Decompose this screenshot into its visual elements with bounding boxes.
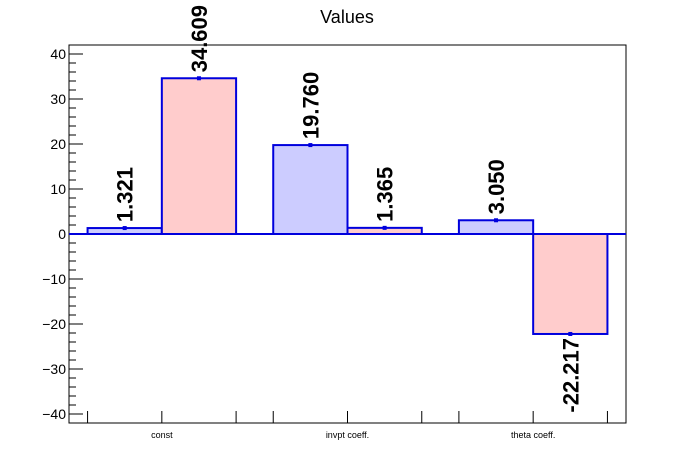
error-marker (308, 143, 313, 148)
x-category-label: theta coeff. (511, 430, 555, 440)
y-tick-label: 30 (50, 91, 66, 107)
bar-value-label: 3.050 (484, 159, 509, 214)
bar-value-label: 1.321 (113, 167, 138, 222)
bar-value-label: 19.760 (298, 72, 323, 139)
y-tick-label: 20 (50, 136, 66, 152)
data-labels: 1.321 19.760 3.050 34.609 1.365 -22.217 (113, 5, 584, 413)
y-tick-label: 40 (50, 46, 66, 62)
x-category-label: invpt coeff. (326, 430, 369, 440)
bars (69, 76, 626, 336)
bar-value-label: -22.217 (558, 338, 583, 413)
y-tick-label: 10 (50, 181, 66, 197)
bar-value-label: 34.609 (187, 5, 212, 72)
x-axis: const invpt coeff. theta coeff. (87, 411, 608, 440)
bar (272, 144, 349, 235)
chart-title: Values (320, 7, 374, 27)
error-marker (494, 218, 499, 223)
y-tick-label: −30 (42, 361, 66, 377)
y-tick-label: 0 (58, 226, 66, 242)
error-marker (122, 226, 127, 231)
error-marker (196, 76, 201, 81)
bar (532, 233, 609, 335)
bar (457, 219, 535, 235)
bar (160, 77, 238, 235)
x-category-label: const (151, 430, 173, 440)
bar-value-label: 1.365 (373, 167, 398, 222)
y-tick-label: −10 (42, 271, 66, 287)
y-tick-label: −20 (42, 316, 66, 332)
y-axis: −40 −30 −20 −10 0 10 20 30 40 (42, 46, 83, 422)
error-marker (568, 331, 573, 336)
error-marker (382, 225, 387, 230)
y-tick-label: −40 (42, 406, 66, 422)
